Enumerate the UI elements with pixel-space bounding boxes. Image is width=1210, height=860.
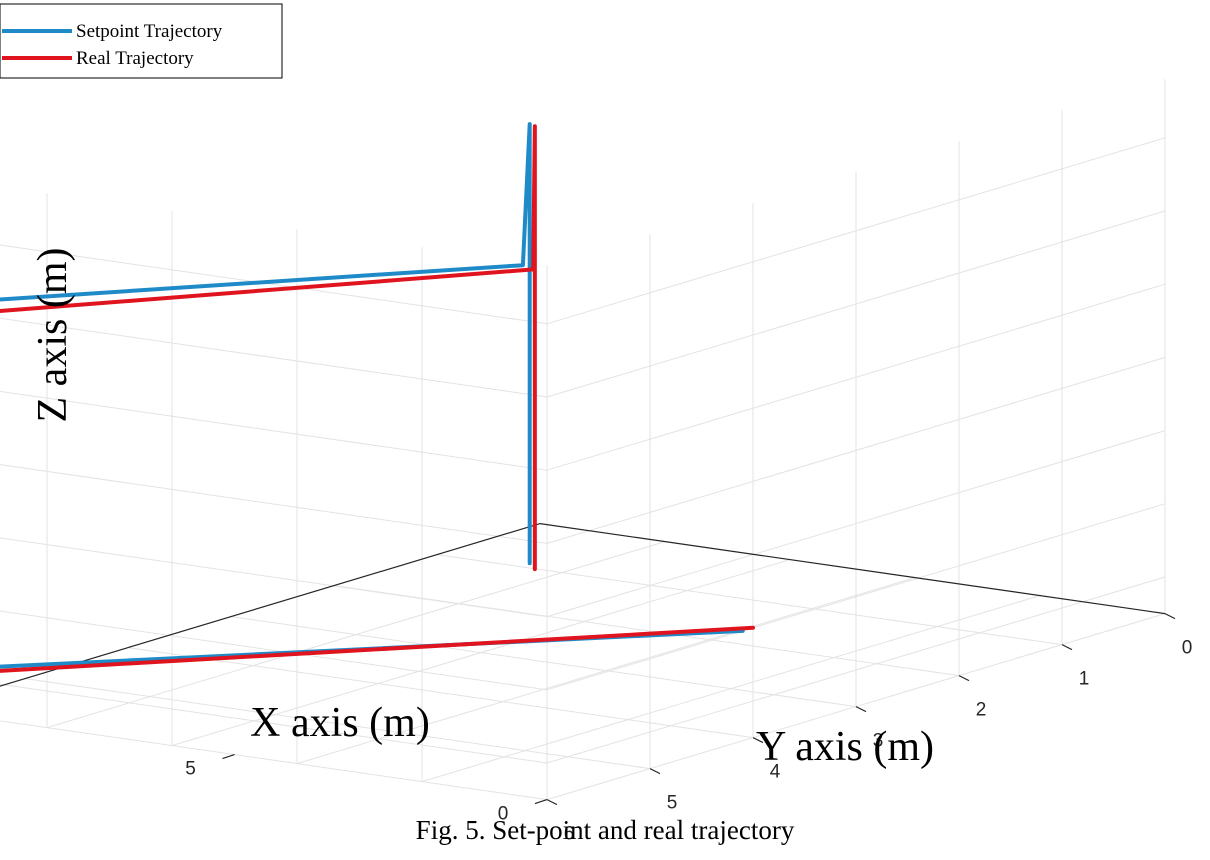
back-wall-gridline — [546, 356, 1166, 544]
y-tick — [752, 737, 764, 744]
y-tick-label: 3 — [873, 731, 884, 752]
x-axis-line — [539, 523, 1166, 615]
series-layer — [0, 122, 755, 673]
side-wall-gridline — [0, 683, 548, 764]
y-tick-label: 2 — [976, 700, 987, 721]
x-tick-label: 5 — [185, 759, 196, 780]
y-axis-label: Y axis (m) — [756, 724, 934, 770]
y-tick — [1164, 613, 1176, 620]
side-wall-gridline — [0, 537, 548, 618]
series-line-real — [0, 124, 755, 673]
back-wall-gridline — [546, 503, 1166, 691]
back-wall-gridline — [546, 283, 1166, 471]
side-wall-gridline — [0, 464, 548, 544]
back-wall-gridline — [546, 137, 1166, 325]
y-tick-label: 5 — [667, 793, 678, 814]
x-tick — [222, 754, 235, 760]
legend-box — [0, 3, 283, 79]
x-axis-label: X axis (m) — [250, 700, 430, 746]
figure-caption: Fig. 5. Set-point and real trajectory — [415, 815, 795, 845]
legend-label-real: Real Trajectory — [76, 48, 194, 69]
side-wall-gridline — [0, 244, 548, 325]
y-tick-label: 6 — [564, 824, 575, 845]
axis-layer: 01234505100123456 — [0, 523, 1193, 845]
floor-gridline — [436, 554, 1063, 646]
y-tick — [1061, 644, 1073, 651]
floor-gridline — [127, 647, 754, 739]
grid-layer — [0, 79, 1166, 801]
side-wall-gridline — [0, 390, 548, 471]
y-tick — [958, 675, 970, 682]
y-tick — [546, 799, 558, 806]
back-wall-gridline — [546, 210, 1166, 398]
y-tick — [855, 706, 867, 713]
legend: Setpoint Trajectory Real Trajectory — [0, 3, 283, 79]
back-wall-gridline — [546, 430, 1166, 618]
y-tick-label: 4 — [770, 762, 781, 783]
legend-label-setpoint: Setpoint Trajectory — [76, 21, 223, 42]
back-wall-gridline — [546, 576, 1166, 764]
series-line-setpoint — [0, 122, 745, 669]
floor-gridline — [24, 678, 651, 770]
y-axis-line — [0, 523, 541, 687]
x-tick — [534, 799, 548, 805]
y-tick-label: 1 — [1079, 669, 1090, 690]
side-wall-gridline — [0, 610, 548, 691]
floor-gridline — [230, 616, 857, 708]
floor-gridline — [0, 523, 541, 687]
x-tick-label: 0 — [498, 804, 509, 825]
side-wall-gridline — [0, 317, 548, 398]
y-tick — [649, 768, 661, 775]
z-axis-label: Z axis (m) — [30, 248, 76, 423]
y-tick-label: 0 — [1182, 638, 1193, 659]
